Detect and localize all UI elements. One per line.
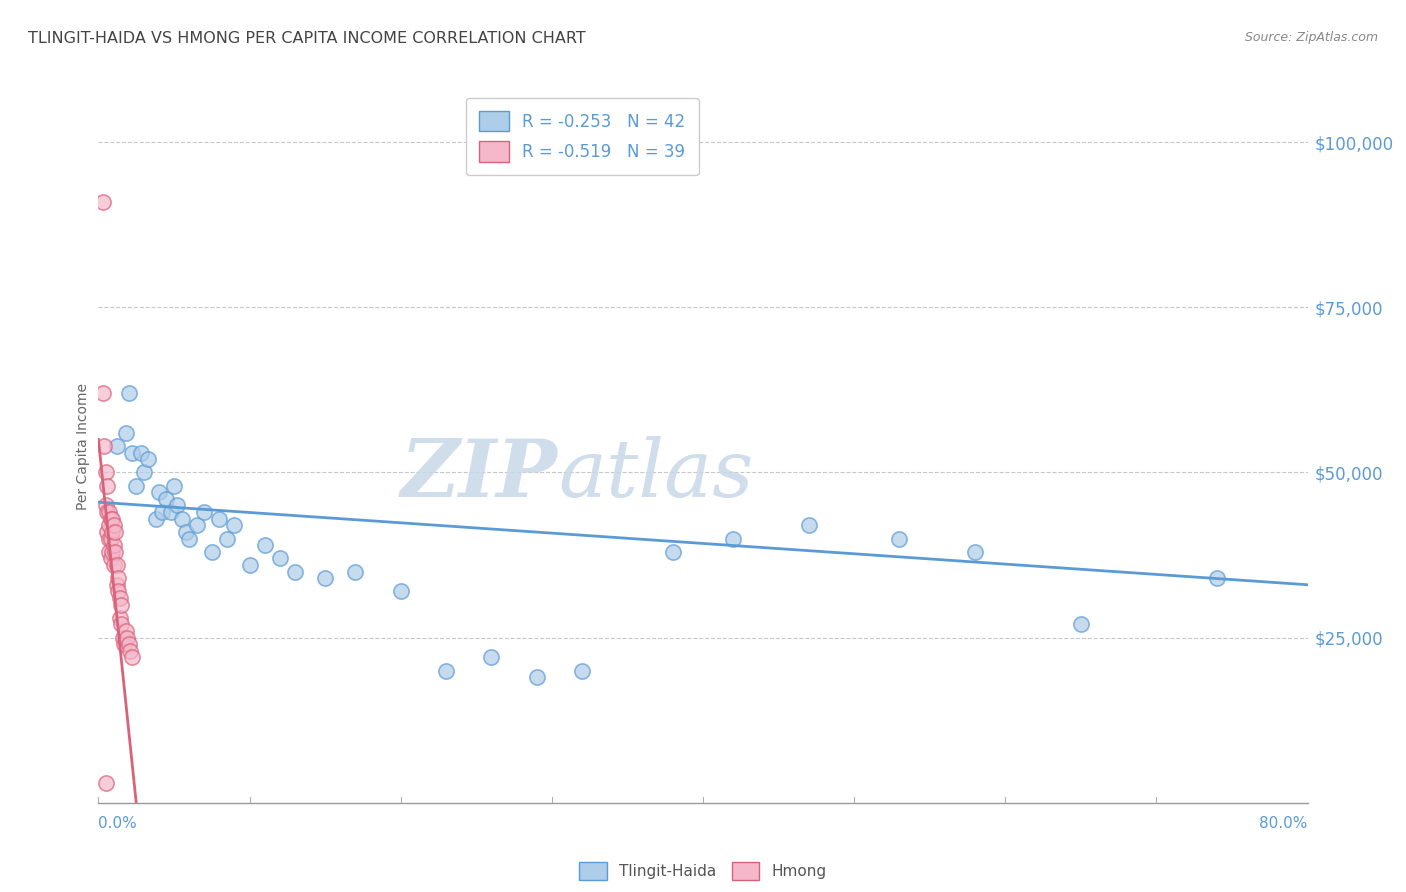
Point [118,386,141,401]
Point [314,571,336,585]
Point [155,491,177,506]
Point [215,532,238,546]
Point [108,591,131,605]
Point [104,545,127,559]
Point [105,439,128,453]
Y-axis label: Per Capita Income: Per Capita Income [76,383,90,509]
Point [98,518,121,533]
Point [110,617,132,632]
Point [93,439,115,453]
Point [96,478,118,492]
Point [571,664,593,678]
Point [145,511,167,525]
Point [111,631,134,645]
Point [121,445,143,459]
Point [98,505,121,519]
Point [481,650,503,665]
Point [103,558,125,572]
Point [163,478,186,492]
Text: Source: ZipAtlas.com: Source: ZipAtlas.com [1244,31,1378,45]
Point [94,776,117,790]
Point [107,571,129,585]
Point [101,524,124,539]
Point [98,532,121,546]
Point [100,551,122,566]
Point [434,664,457,678]
Point [179,532,201,546]
Point [186,518,208,533]
Point [208,511,231,525]
Point [100,532,122,546]
Point [108,611,131,625]
Point [239,558,262,572]
Point [103,538,125,552]
Text: 0.0%: 0.0% [98,816,138,831]
Point [104,524,127,539]
Point [105,558,128,572]
Point [1206,571,1229,585]
Point [94,466,117,480]
Point [125,478,148,492]
Point [965,545,987,559]
Point [224,518,246,533]
Point [96,505,118,519]
Point [120,644,142,658]
Point [166,499,188,513]
Point [253,538,276,552]
Point [114,624,136,638]
Point [114,425,136,440]
Point [91,386,114,401]
Point [723,532,745,546]
Point [103,518,125,533]
Point [101,511,124,525]
Text: ZIP: ZIP [401,436,558,513]
Point [344,565,367,579]
Text: atlas: atlas [558,436,754,513]
Point [115,631,138,645]
Point [118,637,141,651]
Text: TLINGIT-HAIDA VS HMONG PER CAPITA INCOME CORRELATION CHART: TLINGIT-HAIDA VS HMONG PER CAPITA INCOME… [28,31,586,46]
Point [91,194,114,209]
Point [132,466,155,480]
Point [105,578,128,592]
Point [98,545,121,559]
Point [96,524,118,539]
Point [889,532,911,546]
Point [148,485,170,500]
Point [107,584,129,599]
Point [201,545,224,559]
Point [662,545,685,559]
Point [136,452,159,467]
Point [112,637,135,651]
Point [174,524,197,539]
Point [121,650,143,665]
Point [526,670,548,684]
Point [170,511,193,525]
Point [160,505,183,519]
Text: 80.0%: 80.0% [1260,816,1308,831]
Point [94,499,117,513]
Point [389,584,412,599]
Point [100,511,122,525]
Point [1070,617,1092,632]
Point [129,445,152,459]
Point [150,505,173,519]
Point [797,518,820,533]
Legend: Tlingit-Haida, Hmong: Tlingit-Haida, Hmong [572,854,834,888]
Point [193,505,215,519]
Point [269,551,291,566]
Point [101,545,124,559]
Point [110,598,132,612]
Point [284,565,307,579]
